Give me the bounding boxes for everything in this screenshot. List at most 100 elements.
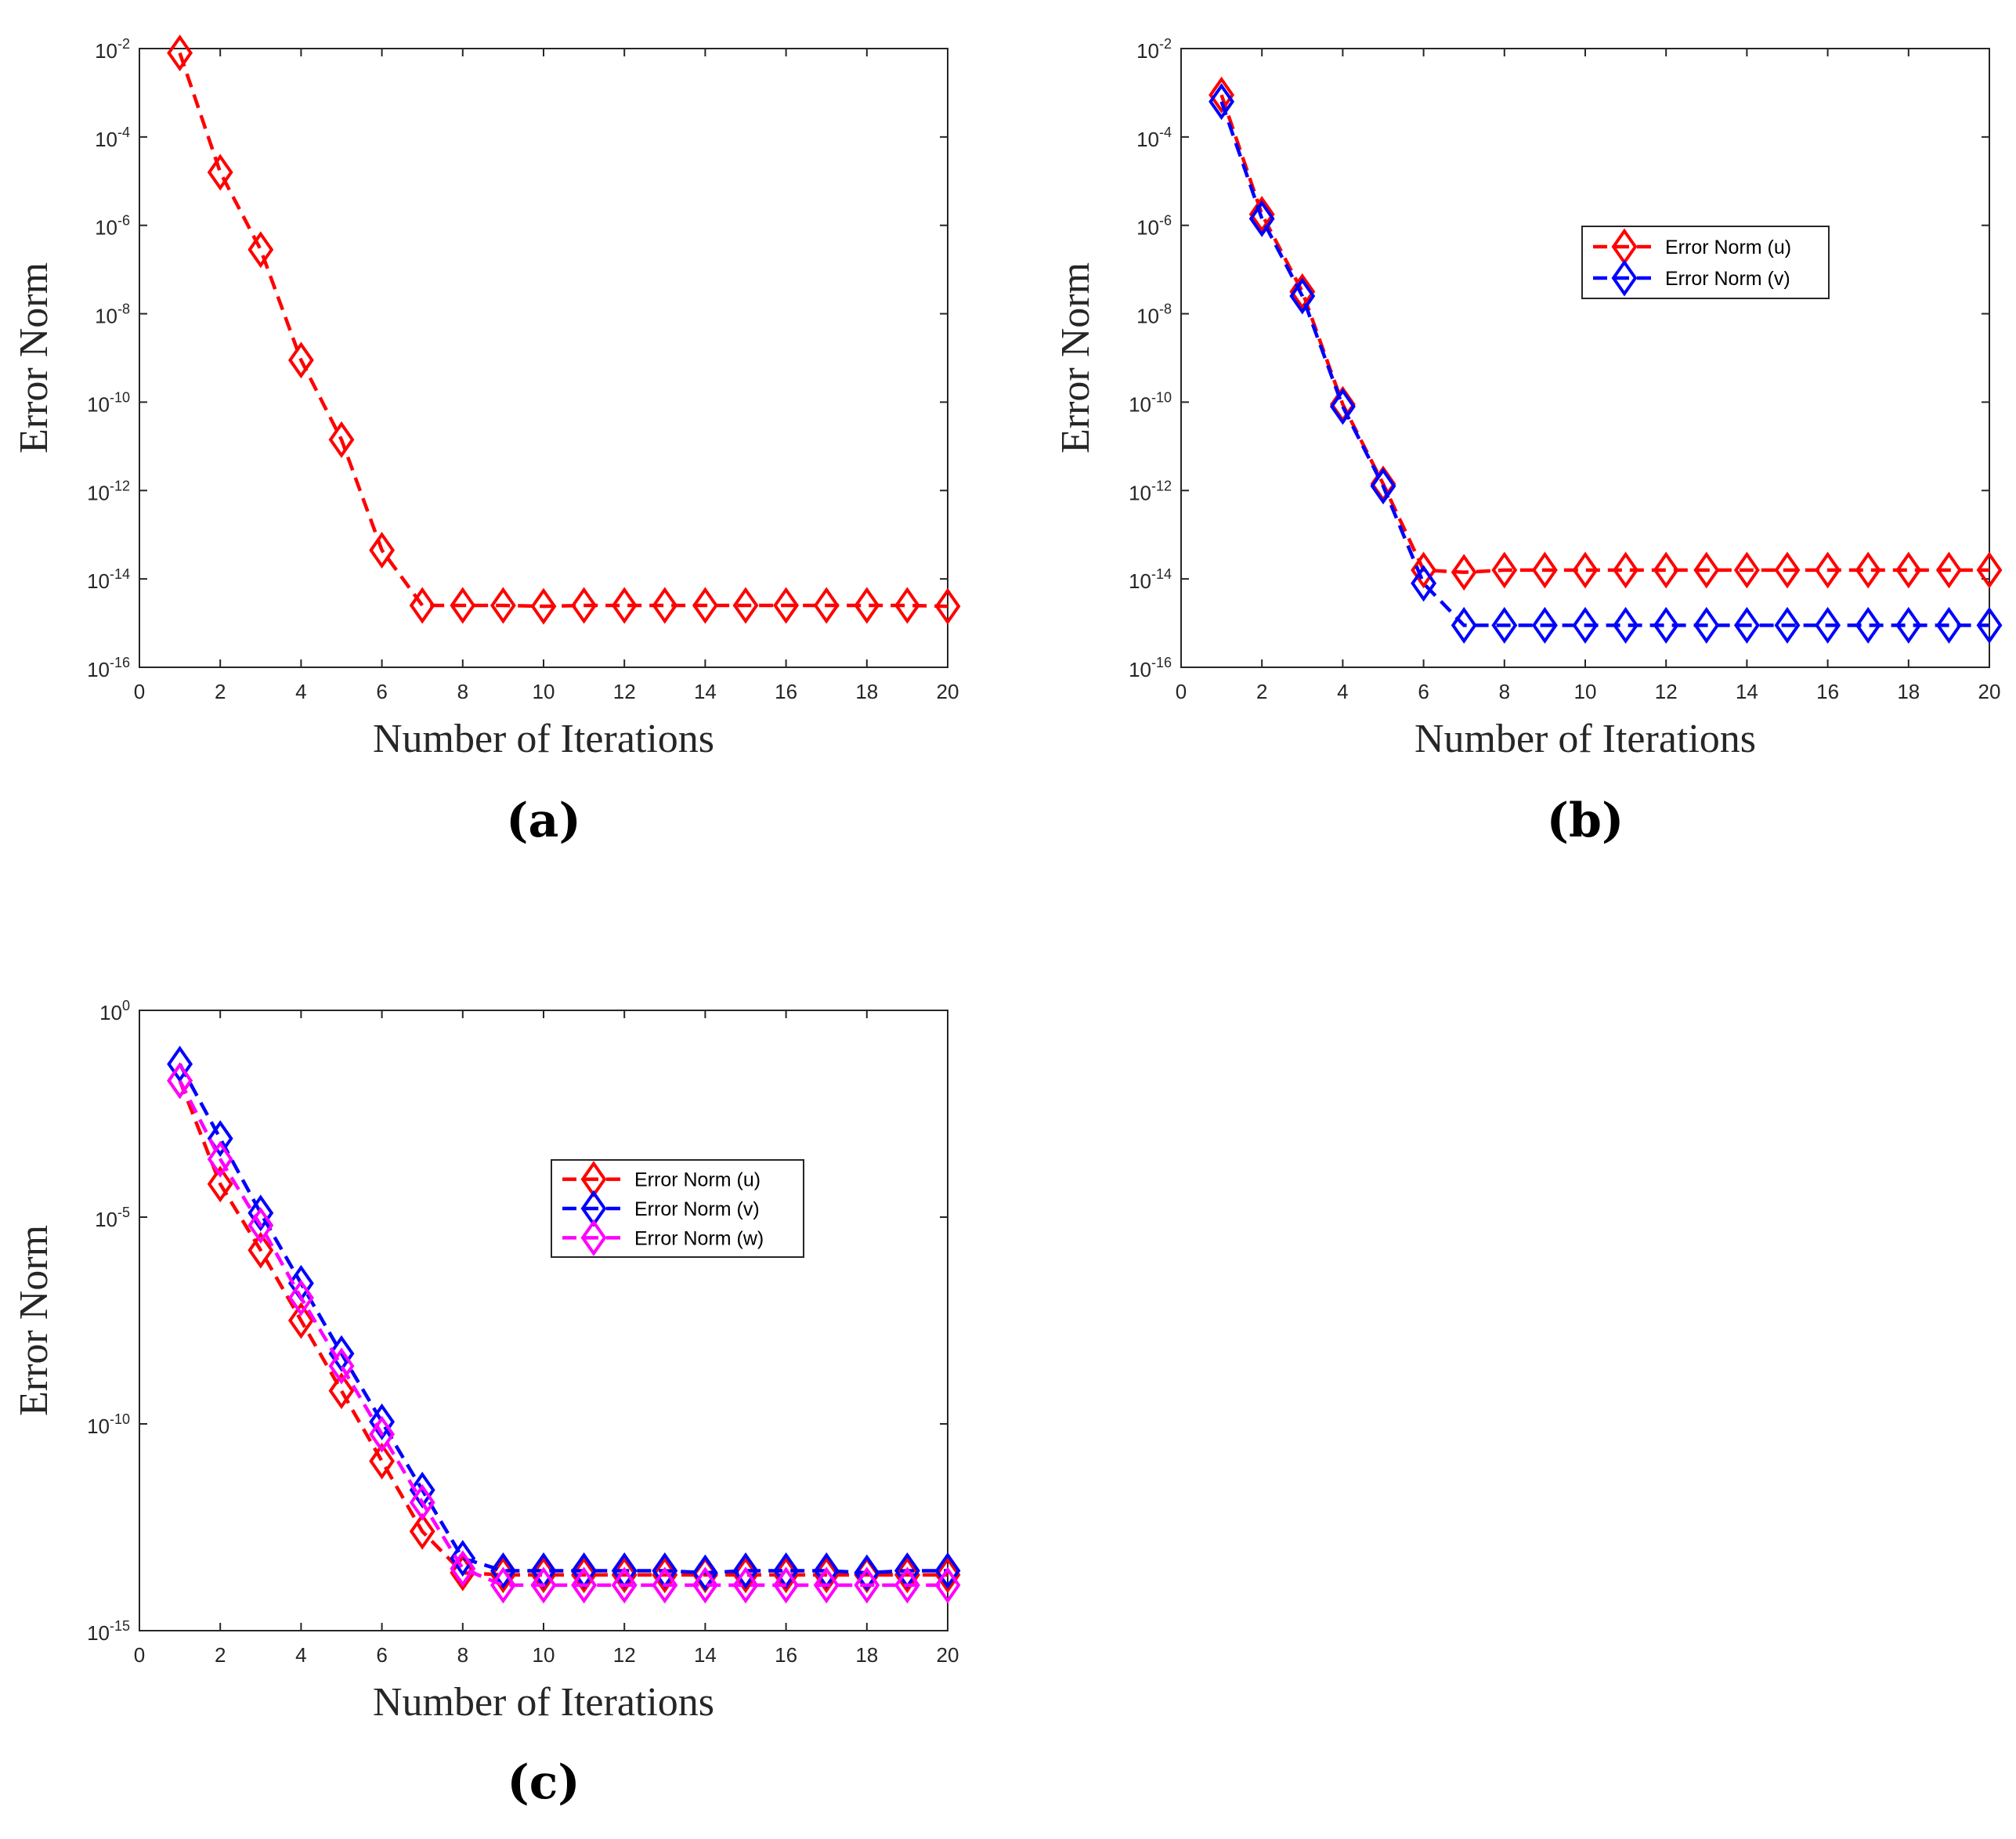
- data-point-marker: [1976, 606, 2003, 644]
- data-point-marker: [369, 531, 396, 569]
- x-tick-label: 6: [376, 1643, 387, 1667]
- data-point-marker: [1289, 277, 1316, 315]
- data-point-marker: [1774, 606, 1801, 644]
- x-tick-label: 0: [1176, 680, 1187, 703]
- legend-label: Error Norm (w): [634, 1227, 764, 1249]
- data-point-marker: [1329, 388, 1356, 425]
- data-point-marker: [1370, 468, 1396, 505]
- y-tick-base: 10: [1136, 39, 1159, 63]
- x-tick-label: 4: [295, 1643, 306, 1667]
- y-tick-label: 10-16: [1129, 655, 1172, 681]
- data-point-marker: [1733, 606, 1760, 644]
- y-tick-base: 10: [1129, 392, 1151, 416]
- series-line: [1219, 94, 1989, 574]
- data-point-marker: [1774, 551, 1801, 589]
- x-tick-label: 0: [134, 1643, 145, 1667]
- y-tick-exponent: -2: [1159, 36, 1172, 52]
- y-tick-exponent: -5: [117, 1205, 130, 1220]
- data-point-marker: [1976, 551, 2003, 589]
- x-tick-label: 16: [775, 680, 797, 703]
- y-tick-exponent: 0: [122, 998, 130, 1013]
- x-tick-label: 18: [855, 680, 878, 703]
- y-tick-label: 100: [99, 998, 130, 1024]
- x-tick-label: 10: [533, 1643, 555, 1667]
- x-tick-label: 12: [613, 1643, 636, 1667]
- y-tick-exponent: -4: [117, 125, 130, 140]
- x-tick-label: 20: [937, 1643, 959, 1667]
- data-point-marker: [934, 587, 961, 625]
- data-point-marker: [1855, 551, 1881, 589]
- y-tick-base: 10: [95, 216, 117, 240]
- x-tick-label: 8: [457, 680, 468, 703]
- data-point-marker: [328, 1372, 355, 1410]
- series-line: [178, 1063, 948, 1575]
- data-point-marker: [652, 587, 678, 624]
- data-point-marker: [732, 1566, 759, 1604]
- data-point-marker: [1935, 606, 1962, 644]
- data-point-marker: [409, 1483, 435, 1521]
- y-tick-label: 10-5: [95, 1205, 130, 1231]
- legend-label: Error Norm (v): [1665, 268, 1790, 290]
- y-tick-label: 10-10: [1129, 389, 1172, 416]
- y-tick-base: 10: [1136, 305, 1159, 328]
- y-tick-exponent: -10: [1151, 389, 1172, 405]
- data-point-marker: [1451, 606, 1477, 644]
- data-point-marker: [369, 1403, 396, 1440]
- data-point-marker: [611, 1566, 638, 1604]
- data-point-marker: [369, 1443, 396, 1480]
- data-point-marker: [732, 1552, 759, 1589]
- x-tick-label: 14: [694, 1643, 717, 1667]
- data-point-marker: [247, 231, 274, 269]
- y-tick-label: 10-12: [87, 478, 130, 504]
- y-tick-label: 10-14: [87, 566, 130, 593]
- data-point-marker: [571, 587, 598, 624]
- data-point-marker: [1733, 551, 1760, 589]
- y-tick-base: 10: [1136, 128, 1159, 151]
- data-point-marker: [1653, 606, 1679, 644]
- series-error-norm-u: [167, 34, 961, 625]
- data-point-marker: [1411, 551, 1437, 589]
- data-point-marker: [692, 1554, 718, 1592]
- y-tick-exponent: -16: [110, 655, 130, 670]
- y-tick-exponent: -4: [1159, 125, 1172, 140]
- data-point-marker: [1693, 606, 1720, 644]
- panel-a: 0 2 4 6 8 10 12 14 16 18 2010-210-410-610-810-1010…: [12, 34, 961, 848]
- data-point-marker: [1289, 273, 1316, 310]
- x-tick-label: 4: [295, 680, 306, 703]
- data-point-marker: [1855, 606, 1881, 644]
- x-tick-label: 20: [937, 680, 959, 703]
- data-point-marker: [1815, 551, 1841, 589]
- data-point-marker: [1693, 551, 1720, 589]
- y-tick-label: 10-8: [1136, 302, 1172, 328]
- y-axis-label: Error Norm: [1053, 262, 1098, 453]
- x-tick-label: 2: [215, 680, 226, 703]
- data-point-marker: [450, 1554, 476, 1592]
- y-tick-label: 10-10: [87, 1411, 130, 1438]
- panel-c: 0 2 4 6 8 10 12 14 16 18 2010010-510-1010-15Number…: [12, 998, 961, 1810]
- y-tick-exponent: -14: [1151, 566, 1172, 582]
- y-axis-label: Error Norm: [12, 1225, 56, 1416]
- data-point-marker: [530, 587, 557, 625]
- data-point-marker: [450, 1550, 476, 1588]
- x-tick-label: 6: [1418, 680, 1429, 703]
- x-tick-label: 10: [533, 680, 555, 703]
- legend-label: Error Norm (u): [1665, 237, 1791, 258]
- x-tick-label: 14: [1736, 680, 1758, 703]
- y-tick-base: 10: [1129, 569, 1151, 593]
- data-point-marker: [328, 1347, 355, 1385]
- data-point-marker: [732, 587, 759, 624]
- data-point-marker: [207, 154, 233, 191]
- x-tick-label: 0: [134, 680, 145, 703]
- x-tick-label: 6: [376, 680, 387, 703]
- x-tick-label: 18: [1897, 680, 1920, 703]
- data-point-marker: [287, 1302, 314, 1339]
- y-tick-base: 10: [1129, 658, 1151, 681]
- panel-label: (a): [506, 793, 581, 848]
- series-line: [178, 52, 948, 609]
- data-point-marker: [1653, 551, 1679, 589]
- x-tick-label: 12: [613, 680, 636, 703]
- legend-label: Error Norm (u): [634, 1169, 761, 1191]
- x-axis-label: Number of Iterations: [1414, 717, 1756, 761]
- x-tick-label: 20: [1978, 680, 2001, 703]
